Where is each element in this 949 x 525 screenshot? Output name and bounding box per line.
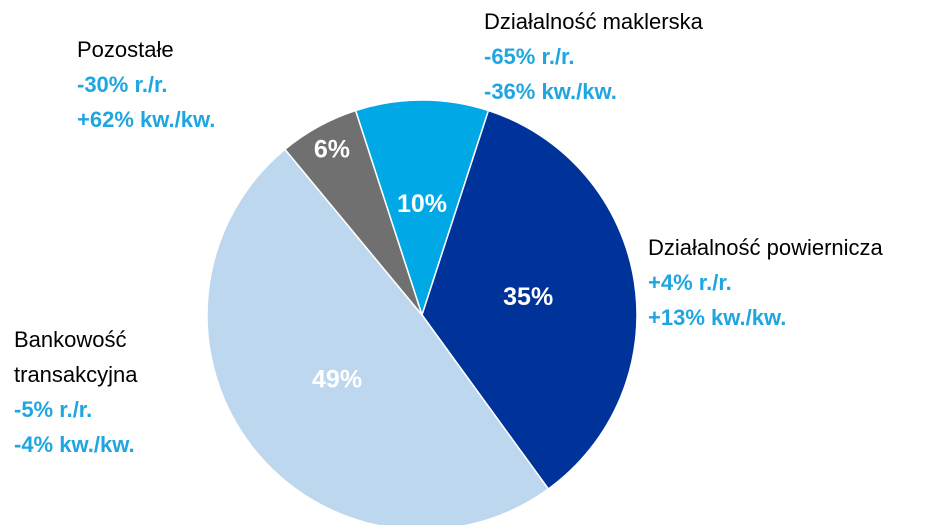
- qoq-change: +13% kw./kw.: [648, 305, 787, 330]
- qoq-change: -36% kw./kw.: [484, 79, 617, 104]
- category-name: Działalność powiernicza: [648, 235, 883, 260]
- category-name: Pozostałe: [77, 37, 174, 62]
- category-label: Działalność maklerska -65% r./r. -36% kw./…: [484, 4, 703, 109]
- category-label: Pozostałe -30% r./r. +62% kw./kw.: [77, 32, 215, 137]
- category-name: Działalność maklerska: [484, 9, 703, 34]
- slice-label: 35%: [503, 283, 553, 311]
- pie-slice: [283, 109, 423, 316]
- slice-label: 49%: [312, 365, 362, 393]
- yoy-change: -5% r./r.: [14, 397, 93, 422]
- yoy-change: -30% r./r.: [77, 72, 168, 97]
- qoq-change: +62% kw./kw.: [77, 107, 216, 132]
- slice-label: 6%: [314, 136, 350, 164]
- category-name: Bankowość transakcyjna: [14, 327, 138, 387]
- category-label: Działalność powiernicza +4% r./r. +13% kw.…: [648, 230, 883, 335]
- pie-slice: [206, 148, 550, 525]
- pie-slice: [354, 99, 490, 318]
- category-label: Bankowość transakcyjna -5% r./r. -4% kw./k…: [14, 322, 214, 462]
- yoy-change: -65% r./r.: [484, 44, 575, 69]
- pie-slice: [421, 109, 638, 490]
- slice-label: 10%: [397, 190, 447, 218]
- qoq-change: -4% kw./kw.: [14, 432, 135, 457]
- yoy-change: +4% r./r.: [648, 270, 732, 295]
